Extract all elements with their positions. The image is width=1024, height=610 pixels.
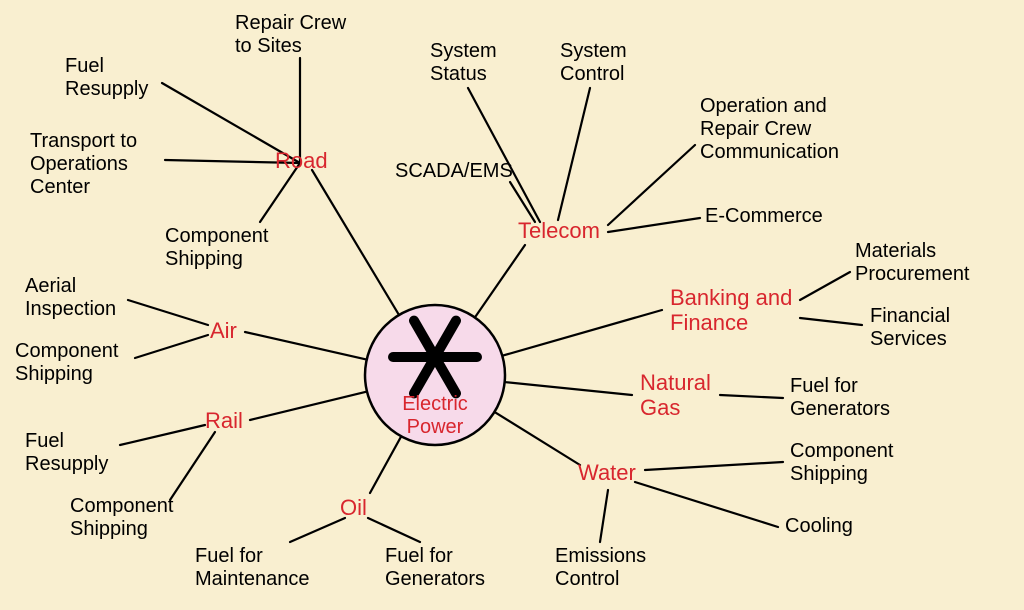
category-naturalgas: Natural Gas (640, 370, 711, 421)
leaf-telecom-3: Operation and Repair Crew Communication (700, 95, 839, 164)
leaf-air-1: Component Shipping (15, 340, 118, 386)
leaf-naturalgas-0: Fuel for Generators (790, 375, 890, 421)
leaf-telecom-2: SCADA/EMS (395, 160, 513, 183)
leaf-telecom-0: System Status (430, 40, 497, 86)
category-rail: Rail (205, 408, 243, 433)
leaf-telecom-1: System Control (560, 40, 627, 86)
leaf-rail-1: Component Shipping (70, 495, 173, 541)
category-banking: Banking and Finance (670, 285, 792, 336)
leaf-oil-1: Fuel for Maintenance (195, 545, 310, 591)
category-water: Water (578, 460, 636, 485)
leaf-telecom-4: E-Commerce (705, 205, 823, 228)
leaf-banking-1: Financial Services (870, 305, 950, 351)
leaf-road-1: Repair Crew to Sites (235, 12, 346, 58)
diagram-canvas: Electric Power Road Fuel Resupply Repair Cr… (0, 0, 1024, 610)
category-air: Air (210, 318, 237, 343)
leaf-rail-0: Fuel Resupply (25, 430, 108, 476)
category-telecom: Telecom (518, 218, 600, 243)
leaf-road-3: Component Shipping (165, 225, 268, 271)
leaf-banking-0: Materials Procurement (855, 240, 970, 286)
leaf-oil-0: Fuel for Generators (385, 545, 485, 591)
category-road: Road (275, 148, 328, 173)
leaf-water-2: Emissions Control (555, 545, 646, 591)
category-oil: Oil (340, 495, 367, 520)
leaf-road-0: Fuel Resupply (65, 55, 148, 101)
leaf-water-0: Component Shipping (790, 440, 893, 486)
center-label: Electric Power (402, 393, 468, 439)
leaf-air-0: Aerial Inspection (25, 275, 116, 321)
leaf-water-1: Cooling (785, 515, 853, 538)
leaf-road-2: Transport to Operations Center (30, 130, 137, 199)
